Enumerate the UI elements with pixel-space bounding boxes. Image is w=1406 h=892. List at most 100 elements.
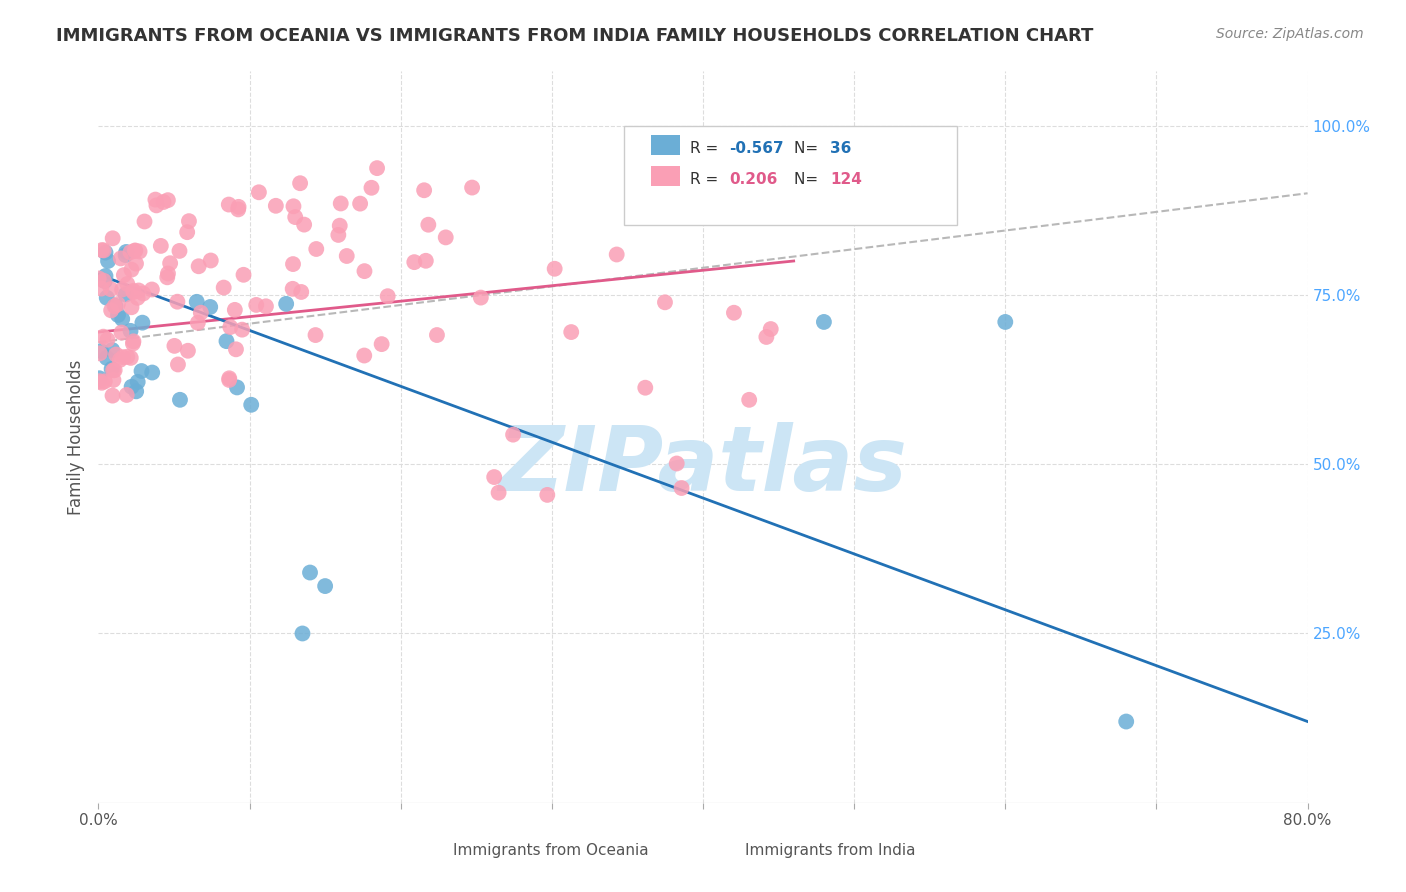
Point [89, 374, 111, 388]
Point [100, 362, 122, 376]
Text: -0.567: -0.567 [730, 141, 785, 156]
Text: IMMIGRANTS FROM OCEANIA VS IMMIGRANTS FROM INDIA FAMILY HOUSEHOLDS CORRELATION C: IMMIGRANTS FROM OCEANIA VS IMMIGRANTS FR… [56, 27, 1094, 45]
Point [336, 249, 359, 263]
Point [560, 325, 582, 339]
Point [120, 351, 142, 365]
Point [305, 242, 328, 256]
Point [228, 200, 250, 214]
Point [328, 227, 350, 242]
Point [156, 270, 179, 285]
Point [329, 219, 352, 233]
Point [366, 161, 388, 175]
Point [426, 328, 449, 343]
Point [94, 245, 117, 260]
Point [166, 294, 188, 309]
Point [101, 343, 124, 357]
Point [314, 579, 336, 593]
Point [176, 225, 198, 239]
Point [232, 268, 254, 282]
Point [212, 280, 235, 294]
Text: R =: R = [690, 171, 728, 186]
Point [543, 261, 565, 276]
Point [112, 268, 135, 282]
Text: 124: 124 [830, 171, 862, 186]
Point [90, 344, 112, 359]
Point [187, 260, 209, 274]
Point [91, 329, 114, 343]
Point [100, 303, 122, 318]
Point [131, 364, 153, 378]
Point [634, 381, 657, 395]
FancyBboxPatch shape [651, 135, 681, 155]
Point [101, 363, 124, 377]
Point [96, 291, 118, 305]
Point [665, 457, 688, 471]
FancyBboxPatch shape [651, 166, 681, 186]
Point [104, 363, 127, 377]
Point [281, 282, 304, 296]
Point [200, 300, 222, 314]
Point [121, 380, 143, 394]
Point [103, 373, 125, 387]
Point [117, 277, 139, 291]
Point [111, 283, 134, 297]
Point [120, 324, 142, 338]
Text: Immigrants from India: Immigrants from India [745, 843, 915, 858]
Point [115, 388, 138, 402]
Point [254, 299, 277, 313]
Text: R =: R = [690, 141, 723, 156]
Point [813, 315, 835, 329]
Point [89, 371, 111, 385]
Point [114, 287, 136, 301]
Point [224, 302, 246, 317]
Point [104, 299, 127, 313]
Point [163, 339, 186, 353]
Point [225, 343, 247, 357]
Point [134, 214, 156, 228]
Point [413, 183, 436, 197]
Point [284, 210, 307, 224]
Point [304, 328, 326, 343]
Point [218, 371, 240, 385]
Point [654, 295, 676, 310]
FancyBboxPatch shape [624, 126, 957, 225]
Point [89, 346, 111, 360]
FancyBboxPatch shape [422, 837, 444, 853]
Point [418, 218, 440, 232]
Point [101, 231, 124, 245]
Point [96, 351, 118, 365]
Point [671, 481, 693, 495]
Point [156, 267, 179, 281]
Point [108, 353, 131, 368]
Point [415, 253, 437, 268]
Point [110, 252, 132, 266]
Point [128, 244, 150, 259]
Point [488, 485, 510, 500]
Point [156, 193, 179, 207]
Point [218, 373, 240, 387]
Point [434, 230, 457, 244]
Point [111, 312, 134, 326]
Point [115, 244, 138, 259]
Point [149, 239, 172, 253]
Point [219, 320, 242, 334]
Point [141, 283, 163, 297]
Point [291, 626, 314, 640]
Point [370, 337, 392, 351]
Point [90, 376, 112, 390]
Point [93, 274, 115, 288]
Point [218, 197, 240, 211]
Point [226, 380, 249, 394]
Point [167, 358, 190, 372]
Point [122, 334, 145, 349]
Point [124, 244, 146, 258]
Point [93, 274, 115, 288]
Point [349, 196, 371, 211]
Point [121, 300, 143, 314]
Point [281, 257, 304, 271]
Point [97, 254, 120, 268]
Point [127, 291, 149, 305]
Point [231, 323, 253, 337]
Point [94, 268, 117, 283]
Point [177, 214, 200, 228]
